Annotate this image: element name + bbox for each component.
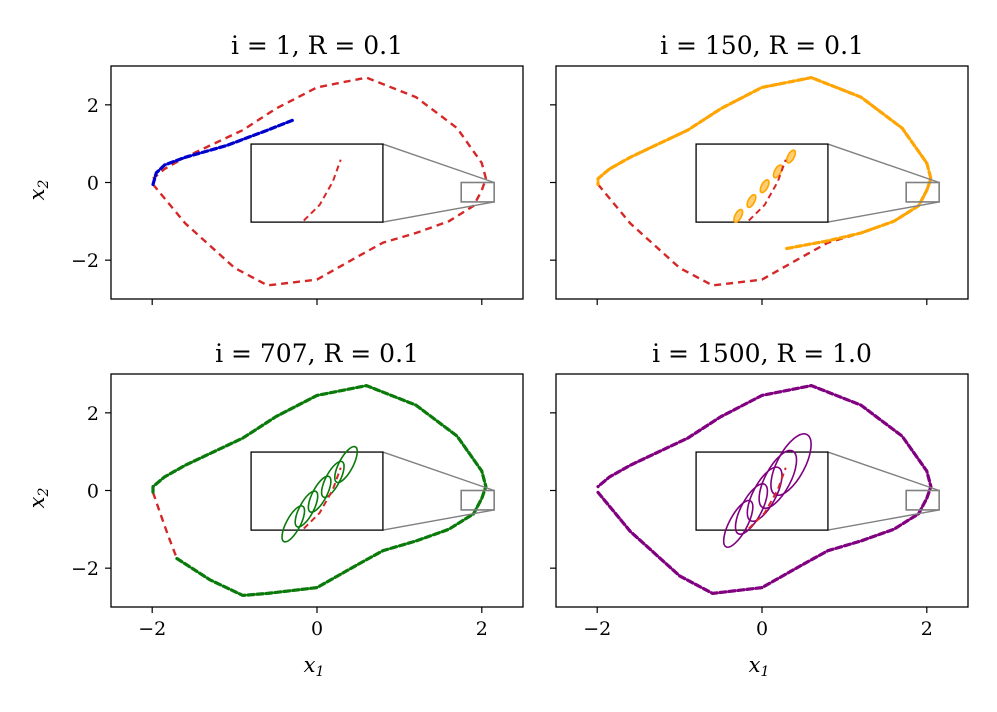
zoom-region-box: [460, 181, 495, 203]
uncertainty-ellipse: [733, 208, 744, 224]
zoom-inset: [250, 143, 495, 223]
zoom-region-box: [905, 181, 940, 203]
zoom-connector-line: [827, 143, 940, 184]
inset-reference-line: [303, 467, 342, 530]
x-tick-label: 0: [756, 618, 768, 640]
panel-title: i = 1, R = 0.1: [231, 31, 403, 60]
y-tick-label: 2: [87, 403, 99, 425]
uncertainty-ellipse: [759, 179, 770, 194]
inset-reference-line: [748, 467, 787, 530]
inset-reference-line: [748, 159, 787, 222]
y-axis-label-top: x2: [25, 180, 52, 201]
propagated-trajectory-line: [596, 75, 933, 251]
inset-reference-line: [303, 159, 342, 222]
panel-3: i = 707, R = 0.1 −2 −2 0 0 2 2: [71, 339, 524, 640]
zoom-region-box: [905, 489, 940, 511]
plot-marks: [596, 384, 933, 596]
uncertainty-ellipse: [785, 149, 797, 164]
inset-content: [281, 445, 359, 543]
y-tick-label: 0: [87, 173, 99, 195]
x-axis-label-left: x1: [304, 653, 325, 680]
inset-content: [722, 433, 812, 549]
panel-title: i = 707, R = 0.1: [215, 339, 419, 368]
panel-title: i = 1500, R = 1.0: [652, 339, 872, 368]
plot-marks: [596, 75, 933, 287]
panel-2: i = 150, R = 0.1: [550, 31, 969, 305]
y-tick-label: 0: [87, 481, 99, 503]
zoom-inset: [695, 143, 940, 224]
reference-trajectory-line: [152, 76, 488, 287]
zoom-connector-line: [827, 509, 940, 531]
zoom-connector-line: [382, 509, 495, 531]
panel-1: i = 1, R = 0.1 −2 0 2: [71, 31, 524, 305]
y-tick-label: 2: [87, 95, 99, 117]
tick-layer: −2 0 2: [550, 412, 933, 640]
zoom-connector-line: [382, 451, 495, 492]
x-tick-label: 0: [311, 618, 323, 640]
zoom-region-box: [460, 489, 495, 511]
propagated-trajectory-line: [151, 118, 294, 186]
uncertainty-ellipse: [722, 499, 754, 549]
zoom-connector-line: [382, 201, 495, 223]
panel-title: i = 150, R = 0.1: [660, 31, 864, 60]
uncertainty-ellipse: [746, 466, 783, 523]
x-tick-label: 2: [921, 618, 933, 640]
inset-axes-frame: [250, 451, 384, 531]
inset-content: [733, 149, 797, 224]
x-tick-label: −2: [138, 618, 166, 640]
reference-trajectory-line: [151, 492, 179, 559]
uncertainty-ellipse: [734, 483, 769, 536]
tick-layer: [550, 104, 928, 305]
propagated-trajectory-line: [596, 384, 933, 596]
uncertainty-ellipse: [746, 193, 757, 209]
x-tick-label: 2: [476, 618, 488, 640]
inset-axes-frame: [695, 451, 829, 531]
tick-layer: −2 −2 0 0 2 2: [71, 403, 488, 640]
propagated-trajectory-line: [151, 384, 488, 598]
zoom-connector-line: [827, 451, 940, 492]
panel-4: i = 1500, R = 1.0 −2 0 2: [550, 339, 969, 640]
plot-marks: [151, 76, 488, 287]
plot-marks: [151, 384, 488, 598]
inset-content: [303, 159, 342, 222]
tick-layer: −2 0 2: [71, 95, 483, 305]
uncertainty-ellipse: [772, 164, 783, 179]
x-tick-label: −2: [583, 618, 611, 640]
y-tick-label: −2: [71, 558, 99, 580]
uncertainty-ellipse: [758, 449, 798, 510]
zoom-inset: [250, 445, 495, 543]
inset-axes-frame: [250, 143, 384, 223]
y-axis-label-bottom: x2: [25, 488, 52, 509]
x-axis-label-right: x1: [749, 653, 770, 680]
zoom-connector-line: [827, 201, 940, 223]
zoom-connector-line: [382, 143, 495, 184]
y-tick-label: −2: [71, 250, 99, 272]
zoom-inset: [695, 433, 940, 549]
uncertainty-ellipse: [333, 445, 359, 484]
